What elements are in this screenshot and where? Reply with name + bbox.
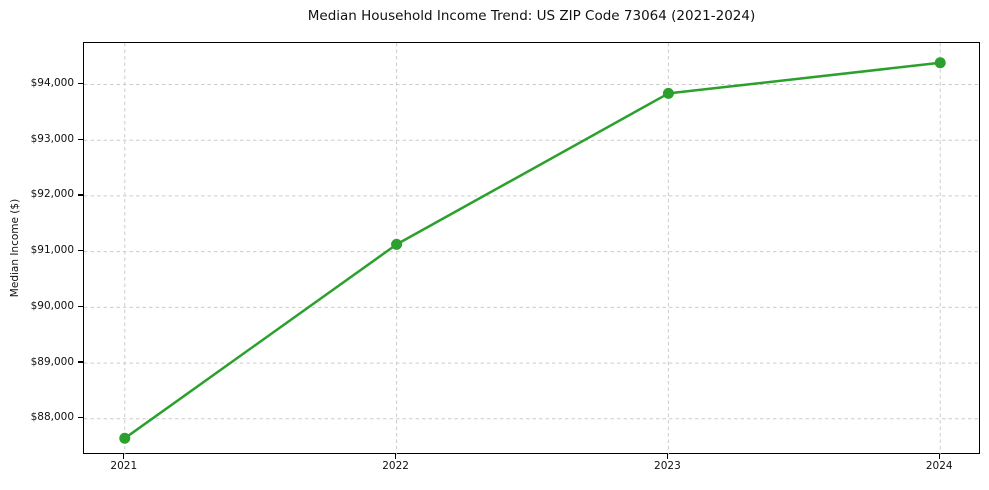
- plot-canvas: [84, 43, 981, 455]
- y-tick-mark: [78, 194, 83, 196]
- y-tick-mark: [78, 417, 83, 419]
- data-point-marker: [934, 57, 946, 69]
- y-tick-mark: [78, 82, 83, 85]
- y-tick-label: $89,000: [30, 355, 74, 368]
- x-tick-mark: [123, 454, 125, 459]
- x-tick-label: 2023: [654, 460, 681, 472]
- y-tick-label: $90,000: [30, 299, 74, 312]
- x-tick-mark: [666, 454, 669, 459]
- x-tick-mark: [938, 454, 940, 459]
- x-tick-label: 2022: [382, 460, 409, 472]
- chart-title: Median Household Income Trend: US ZIP Co…: [307, 8, 756, 24]
- y-tick-label: $91,000: [30, 244, 74, 257]
- x-tick-label: 2021: [110, 460, 138, 472]
- y-tick-mark: [78, 361, 83, 363]
- y-tick-label: $92,000: [30, 188, 74, 201]
- y-tick-label: $94,000: [30, 77, 74, 89]
- y-tick-mark: [78, 138, 83, 140]
- data-point-marker: [119, 432, 131, 444]
- y-tick-mark: [78, 305, 83, 307]
- y-tick-mark: [78, 249, 83, 252]
- data-point-marker: [662, 87, 674, 99]
- y-tick-label: $93,000: [30, 132, 74, 145]
- x-tick-label: 2024: [925, 460, 953, 472]
- plot-area: [83, 42, 981, 455]
- data-point-marker: [391, 238, 403, 250]
- y-tick-label: $88,000: [30, 411, 74, 424]
- series-line: [123, 61, 942, 440]
- x-tick-mark: [394, 454, 397, 459]
